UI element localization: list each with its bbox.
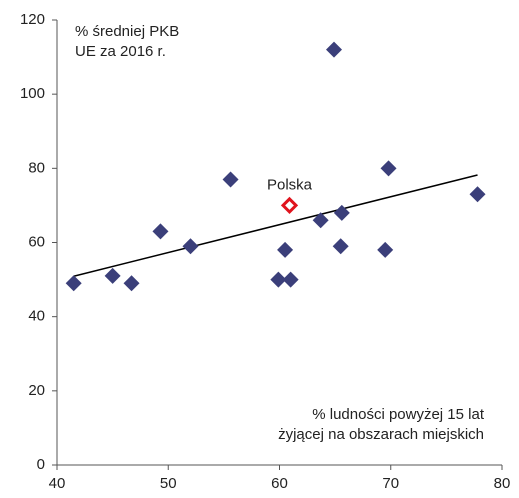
point [270,271,287,288]
point [104,267,121,284]
y-tick-label: 60 [28,233,45,250]
point [469,186,486,203]
point [277,241,294,258]
x-tick-label: 40 [49,475,66,492]
point [326,41,343,58]
x-tick-label: 50 [160,475,177,492]
x-tick-label: 70 [382,475,399,492]
point [377,241,394,258]
point [123,275,140,292]
x-tick-label: 60 [271,475,288,492]
y-axis-label: % średniej PKB [75,23,179,40]
point [182,238,199,255]
y-axis-label: UE za 2016 r. [75,43,166,60]
x-axis-label: % ludności powyżej 15 lat [312,406,485,423]
y-tick-label: 0 [37,456,45,473]
point [282,271,299,288]
x-tick-label: 80 [494,475,511,492]
point [312,212,329,229]
highlight-label: Polska [267,176,313,193]
point [380,160,397,177]
y-tick-label: 80 [28,159,45,176]
point [222,171,239,188]
trendline [73,174,478,277]
y-tick-label: 20 [28,382,45,399]
point [152,223,169,240]
x-axis-label: żyjącej na obszarach miejskich [278,426,484,443]
point [333,204,350,221]
y-tick-label: 120 [20,11,45,28]
y-tick-label: 40 [28,308,45,325]
y-tick-label: 100 [20,85,45,102]
point [65,275,82,292]
highlight-point [280,196,299,215]
point [332,238,349,255]
